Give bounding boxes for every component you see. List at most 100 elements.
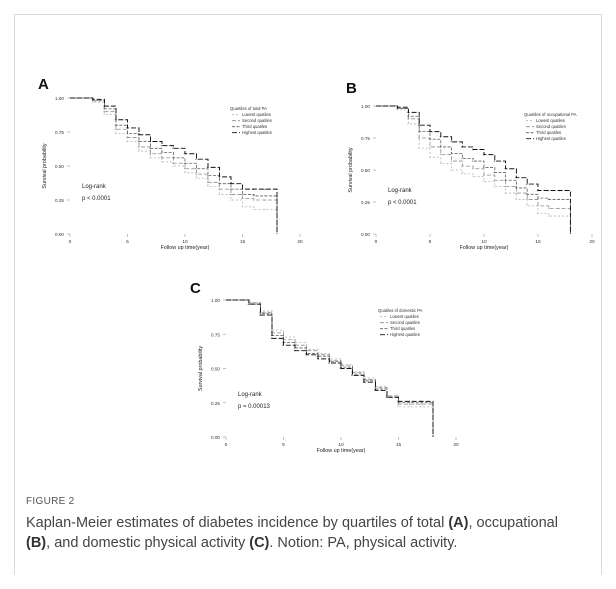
km-marker: + (450, 140, 453, 144)
x-tick-label: 5 (126, 239, 129, 245)
km-marker: + (160, 160, 163, 164)
km-marker: + (103, 107, 106, 111)
km-marker: + (91, 100, 94, 104)
km-marker: + (558, 189, 561, 193)
km-curve-second (70, 97, 278, 234)
km-marker: + (418, 136, 421, 140)
km-marker: + (149, 147, 152, 151)
y-tick-label: 0.75 (211, 332, 220, 337)
km-marker: + (183, 162, 186, 166)
km-marker: + (206, 185, 209, 189)
caption-ref-a: (A) (448, 515, 469, 531)
km-marker: + (420, 405, 423, 409)
km-marker: + (536, 212, 539, 216)
x-tick-label: 15 (396, 442, 402, 448)
km-marker: + (264, 194, 267, 198)
km-marker: + (408, 402, 411, 406)
km-marker: + (450, 159, 453, 163)
km-marker: + (493, 185, 496, 189)
km-curve-third (376, 105, 571, 234)
p-value: p < 0.0001 (82, 196, 111, 202)
km-marker: + (385, 396, 388, 400)
legend-entry-third: Third quatiles (536, 130, 561, 135)
km-marker: + (252, 187, 255, 191)
y-tick-label: 1.00 (211, 298, 220, 303)
x-tick-label: 0 (375, 239, 378, 245)
km-marker: + (362, 381, 365, 385)
x-tick-label: 10 (481, 239, 487, 245)
panel-a: A 0.00 0.25 0.50 0.75 1.00 0 5 10 15 20 Follow up … (30, 76, 320, 256)
km-marker: + (461, 145, 464, 149)
x-tick-label: 20 (589, 239, 595, 245)
figure-frame (14, 14, 602, 575)
legend-entry-third: Third quatiles (390, 326, 415, 331)
km-marker: + (504, 185, 507, 189)
x-tick-label: 0 (225, 442, 228, 448)
km-marker: + (396, 108, 399, 112)
km-marker: + (252, 198, 255, 202)
km-curve-highest (226, 299, 434, 437)
km-marker: + (183, 171, 186, 175)
km-marker: + (247, 302, 250, 306)
y-axis-label: Survival probability (348, 147, 354, 193)
km-marker: + (91, 98, 94, 102)
km-marker: + (526, 182, 529, 186)
km-curve-lowest (70, 97, 278, 234)
km-marker: + (264, 198, 267, 202)
y-axis-label: Survival probability (42, 143, 48, 189)
km-marker: + (428, 156, 431, 160)
km-marker: + (282, 338, 285, 342)
panel-b: B 0.00 0.25 0.50 0.75 1.00 0 5 10 15 20 Follow up … (336, 80, 608, 266)
km-marker: + (114, 118, 117, 122)
km-marker: + (461, 164, 464, 168)
km-marker: + (103, 113, 106, 117)
y-tick-label: 0.50 (361, 168, 370, 173)
km-marker: + (351, 374, 354, 378)
km-marker: + (472, 148, 475, 152)
y-tick-label: 0.25 (361, 200, 370, 205)
km-marker: + (374, 386, 377, 390)
panel-a-letter: A (38, 76, 49, 93)
legend-title: Quartiles of total PA (230, 106, 267, 111)
legend-entry-highest: Highest quatiles (390, 332, 420, 337)
km-marker: + (241, 197, 244, 201)
km-marker: + (482, 166, 485, 170)
km-marker: + (252, 194, 255, 198)
km-marker: + (472, 159, 475, 163)
km-marker: + (218, 187, 221, 191)
km-marker: + (218, 193, 221, 197)
logrank-label: Log-rank (82, 184, 107, 190)
y-tick-label: 1.00 (55, 96, 64, 101)
km-marker: + (472, 167, 475, 171)
km-marker: + (137, 149, 140, 153)
caption-part-3: , and domestic physical activity (46, 535, 250, 551)
km-marker: + (526, 193, 529, 197)
km-marker: + (195, 167, 198, 171)
km-marker: + (91, 99, 94, 103)
km-marker: + (218, 175, 221, 179)
km-marker: + (293, 349, 296, 353)
km-marker: + (439, 135, 442, 139)
chart-b: 0.00 0.25 0.50 0.75 1.00 0 5 10 15 20 Follow up ti… (348, 104, 595, 251)
km-marker: + (126, 140, 129, 144)
legend-entry-second: Second quatiles (536, 124, 566, 129)
km-curve-third (70, 97, 278, 234)
km-marker: + (91, 99, 94, 103)
km-marker: + (126, 126, 129, 130)
km-marker: + (218, 182, 221, 186)
legend-title: Quartiles of occupational PA (524, 112, 577, 117)
km-marker: + (172, 162, 175, 166)
y-tick-label: 0.75 (55, 130, 64, 135)
km-marker: + (493, 171, 496, 175)
km-marker: + (282, 344, 285, 348)
km-marker: + (428, 145, 431, 149)
legend-entry-highest: Highest quatiles (536, 136, 566, 141)
km-marker: + (247, 302, 250, 306)
km-marker: + (407, 111, 410, 115)
km-marker: + (206, 181, 209, 185)
km-marker: + (114, 132, 117, 136)
km-marker: + (515, 198, 518, 202)
km-marker: + (172, 147, 175, 151)
x-axis-label: Follow up time(year) (460, 245, 509, 251)
km-marker: + (397, 400, 400, 404)
